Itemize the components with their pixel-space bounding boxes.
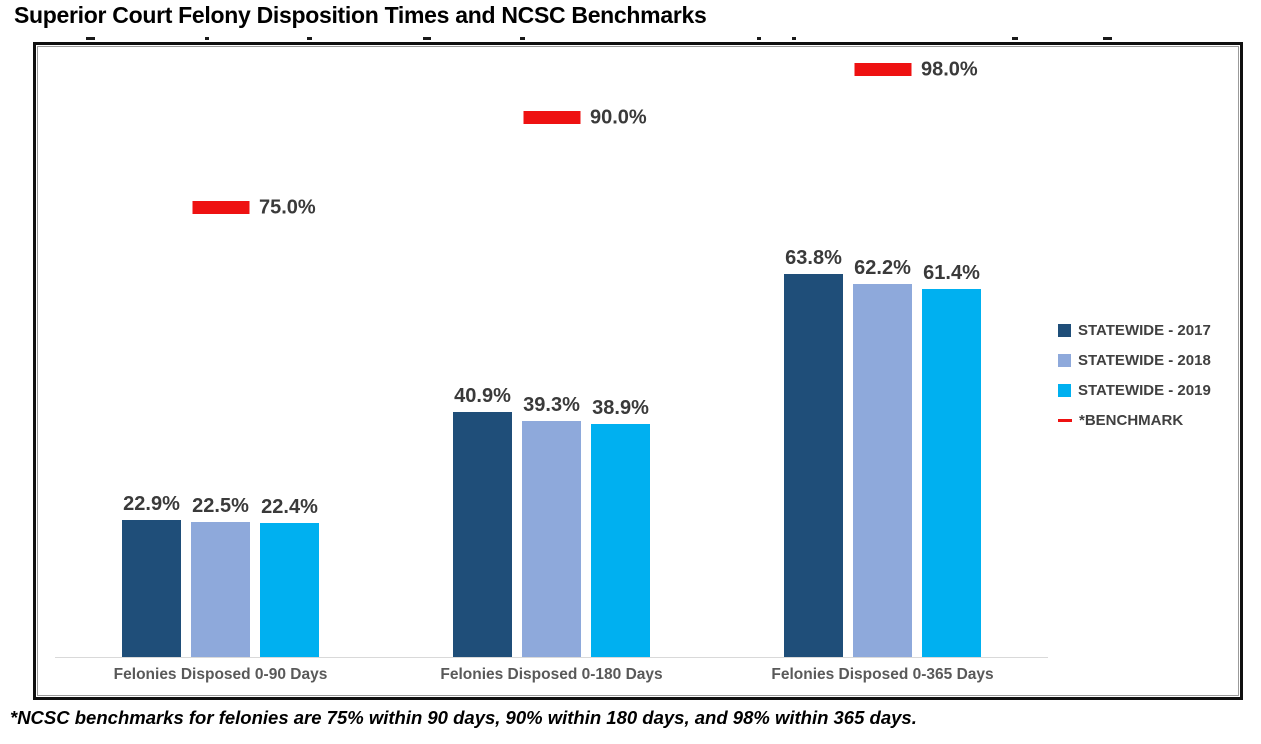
benchmark-label: 75.0% bbox=[259, 196, 316, 218]
value-label: 40.9% bbox=[454, 384, 511, 407]
category-label: Felonies Disposed 0-90 Days bbox=[113, 666, 328, 683]
clipped-subtitle-fragments bbox=[0, 37, 1261, 41]
bar-column: 62.2% bbox=[853, 257, 912, 657]
bar-column: 63.8% bbox=[784, 247, 843, 657]
value-label: 22.9% bbox=[123, 492, 180, 515]
value-label: 38.9% bbox=[592, 396, 649, 419]
legend-dash-icon bbox=[1058, 418, 1072, 422]
bar-group: 22.9% 22.5% 22.4% 75.0% Felonies Disposed 0-… bbox=[55, 45, 386, 683]
chart-title: Superior Court Felony Disposition Times … bbox=[14, 2, 707, 28]
bar bbox=[853, 283, 912, 657]
bar bbox=[591, 423, 650, 657]
bar-column: 22.4% bbox=[260, 496, 319, 657]
bar-column: 40.9% bbox=[453, 385, 512, 657]
value-label: 61.4% bbox=[923, 261, 980, 284]
bar-column: 38.9% bbox=[591, 397, 650, 657]
bar bbox=[260, 522, 319, 657]
benchmark-label: 90.0% bbox=[590, 106, 647, 128]
benchmark: 90.0% bbox=[523, 106, 647, 128]
value-label: 22.5% bbox=[192, 495, 249, 517]
bar bbox=[122, 519, 181, 657]
legend-label: *BENCHMARK bbox=[1079, 411, 1184, 429]
plot-area: 22.9% 22.5% 22.4% 75.0% Felonies Disposed 0-… bbox=[55, 45, 1048, 683]
legend: STATEWIDE - 2017 STATEWIDE - 2018 STATEWID… bbox=[1058, 315, 1211, 435]
bar bbox=[522, 421, 581, 657]
legend-item: STATEWIDE - 2018 bbox=[1058, 345, 1211, 375]
legend-label: STATEWIDE - 2017 bbox=[1078, 321, 1211, 339]
legend-item: STATEWIDE - 2017 bbox=[1058, 315, 1211, 345]
benchmark: 98.0% bbox=[854, 58, 978, 80]
legend-square-icon bbox=[1058, 323, 1071, 337]
bar bbox=[191, 522, 250, 657]
benchmark-marker bbox=[854, 63, 911, 76]
bar bbox=[922, 288, 981, 657]
value-label: 63.8% bbox=[785, 247, 842, 270]
plot-frame: 22.9% 22.5% 22.4% 75.0% Felonies Disposed 0-… bbox=[33, 42, 1243, 700]
legend-square-icon bbox=[1058, 383, 1071, 397]
benchmark-label: 98.0% bbox=[921, 58, 978, 80]
bar-column: 39.3% bbox=[522, 394, 581, 657]
bar-column: 22.5% bbox=[191, 495, 250, 657]
legend-item: *BENCHMARK bbox=[1058, 405, 1211, 435]
bar bbox=[453, 411, 512, 657]
benchmark: 75.0% bbox=[192, 196, 316, 218]
category-label: Felonies Disposed 0-365 Days bbox=[771, 666, 994, 683]
value-label: 39.3% bbox=[523, 394, 580, 417]
bar-column: 22.9% bbox=[122, 493, 181, 657]
legend-label: STATEWIDE - 2019 bbox=[1078, 381, 1211, 399]
bar-column: 61.4% bbox=[922, 262, 981, 657]
benchmark-marker bbox=[523, 111, 580, 124]
benchmark-marker bbox=[192, 201, 249, 214]
value-label: 62.2% bbox=[854, 256, 911, 279]
value-label: 22.4% bbox=[261, 495, 318, 518]
category-label: Felonies Disposed 0-180 Days bbox=[440, 666, 663, 683]
legend-item: STATEWIDE - 2019 bbox=[1058, 375, 1211, 405]
legend-square-icon bbox=[1058, 353, 1071, 367]
bar bbox=[784, 274, 843, 657]
bar-group: 63.8% 62.2% 61.4% 98.0% Felonies Disposed 0-… bbox=[717, 45, 1048, 683]
legend-label: STATEWIDE - 2018 bbox=[1078, 351, 1211, 369]
x-axis-line bbox=[55, 657, 1048, 658]
footnote: *NCSC benchmarks for felonies are 75% wi… bbox=[10, 707, 917, 728]
bar-group: 40.9% 39.3% 38.9% 90.0% Felonies Disposed 0-… bbox=[386, 45, 717, 683]
